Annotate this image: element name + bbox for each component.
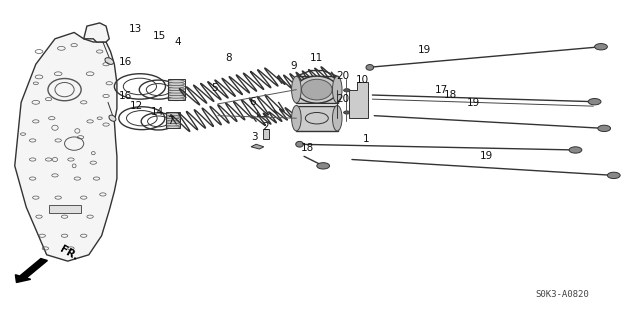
Circle shape	[317, 163, 330, 169]
Ellipse shape	[168, 90, 184, 93]
Bar	[166, 112, 180, 128]
Ellipse shape	[166, 123, 180, 126]
Text: 19: 19	[479, 151, 493, 161]
Text: 17: 17	[435, 85, 448, 95]
Text: 3: 3	[252, 132, 258, 142]
Ellipse shape	[296, 141, 303, 147]
Text: FR.: FR.	[58, 244, 80, 262]
Text: 20: 20	[337, 94, 349, 104]
Ellipse shape	[332, 106, 342, 131]
Ellipse shape	[168, 80, 184, 83]
Text: 1: 1	[363, 134, 369, 144]
Text: 10: 10	[356, 75, 369, 85]
Ellipse shape	[332, 76, 342, 103]
Bar	[296, 76, 338, 103]
Circle shape	[598, 125, 611, 131]
Ellipse shape	[168, 95, 184, 98]
Ellipse shape	[296, 76, 337, 103]
Bar	[296, 106, 338, 131]
Bar	[49, 204, 81, 213]
Text: 18: 18	[444, 90, 458, 100]
Text: 5: 5	[211, 83, 218, 93]
Ellipse shape	[292, 76, 301, 103]
Circle shape	[607, 172, 620, 179]
Text: 9: 9	[291, 61, 297, 71]
Ellipse shape	[168, 87, 184, 91]
Text: 20: 20	[337, 71, 349, 81]
Ellipse shape	[166, 113, 180, 116]
Text: 15: 15	[153, 31, 166, 41]
Ellipse shape	[166, 118, 180, 121]
Text: 12: 12	[130, 100, 143, 110]
Text: 8: 8	[225, 53, 232, 63]
Ellipse shape	[366, 64, 374, 70]
Ellipse shape	[166, 126, 180, 129]
Circle shape	[344, 111, 350, 114]
Ellipse shape	[105, 58, 113, 64]
Ellipse shape	[168, 82, 184, 85]
Text: 11: 11	[310, 53, 323, 63]
Text: 19: 19	[417, 45, 431, 55]
Polygon shape	[15, 33, 117, 261]
Text: 4: 4	[175, 37, 182, 47]
Text: 16: 16	[119, 57, 132, 67]
Circle shape	[344, 89, 350, 92]
FancyArrow shape	[15, 259, 47, 282]
Text: 7: 7	[167, 116, 174, 126]
Ellipse shape	[301, 79, 332, 100]
Polygon shape	[349, 82, 368, 118]
Circle shape	[588, 99, 601, 105]
Text: 18: 18	[301, 143, 314, 153]
Polygon shape	[251, 144, 264, 149]
Text: 13: 13	[129, 24, 142, 34]
Circle shape	[595, 44, 607, 50]
Text: 16: 16	[119, 91, 132, 101]
Text: S0K3-A0820: S0K3-A0820	[536, 290, 589, 299]
Ellipse shape	[166, 121, 180, 123]
Text: 14: 14	[150, 107, 164, 117]
Ellipse shape	[292, 106, 301, 131]
Polygon shape	[84, 23, 109, 42]
Ellipse shape	[109, 115, 116, 121]
Bar	[262, 129, 269, 139]
Ellipse shape	[168, 85, 184, 88]
Text: 6: 6	[250, 97, 256, 107]
Ellipse shape	[168, 98, 184, 101]
Ellipse shape	[168, 93, 184, 96]
Text: 2: 2	[262, 122, 269, 132]
Ellipse shape	[166, 115, 180, 118]
Circle shape	[569, 147, 582, 153]
Bar	[168, 79, 184, 100]
Text: 19: 19	[467, 98, 480, 108]
